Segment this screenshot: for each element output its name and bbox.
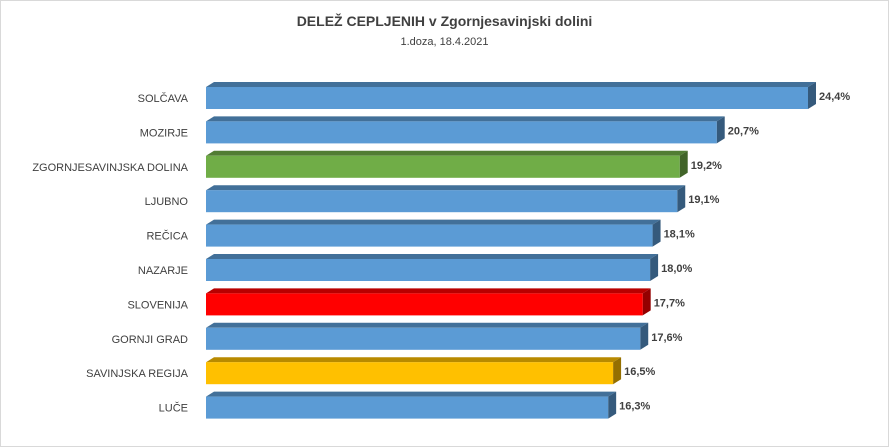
chart-title: DELEŽ CEPLJENIH v Zgornjesavinjski dolin… [296, 13, 593, 29]
bar [206, 87, 808, 109]
chart-subtitle: 1.doza, 18.4.2021 [400, 36, 489, 48]
data-label: 19,2% [691, 160, 722, 172]
bar [206, 121, 717, 144]
bar-side-face [716, 116, 725, 144]
bar-side-face [650, 254, 659, 281]
bar [206, 293, 643, 316]
bar-top-face [206, 357, 622, 363]
bar [206, 259, 651, 281]
data-label: 19,1% [688, 194, 719, 206]
bar [206, 362, 614, 385]
category-label: LUČE [159, 402, 188, 415]
bar-top-face [206, 116, 725, 122]
category-label: SOLČAVA [138, 92, 189, 105]
category-label: NAZARJE [138, 265, 188, 277]
category-label: ZGORNJESAVINJSKA DOLINA [32, 162, 188, 174]
data-label: 18,0% [661, 263, 692, 275]
bar [206, 327, 641, 350]
data-label: 18,1% [664, 229, 695, 241]
bar-side-face [679, 150, 688, 178]
data-label: 16,5% [624, 366, 655, 378]
bar [206, 190, 678, 213]
category-label: LJUBNO [145, 196, 189, 208]
bar-top-face [206, 219, 661, 225]
bar [206, 396, 609, 419]
bar [206, 155, 680, 178]
category-label: GORNJI GRAD [112, 334, 188, 346]
bar-top-face [206, 185, 686, 191]
category-label: REČICA [146, 230, 188, 243]
bar-side-face [640, 322, 649, 350]
data-label: 17,7% [654, 297, 685, 309]
data-label: 17,6% [651, 332, 682, 344]
category-label: MOZIRJE [140, 127, 188, 139]
bar-side-face [642, 288, 651, 316]
category-label: SLOVENIJA [127, 299, 188, 311]
data-label: 20,7% [728, 125, 759, 137]
bar-top-face [206, 82, 816, 87]
bar-side-face [613, 357, 622, 385]
bar-side-face [677, 185, 686, 213]
bar-top-face [206, 288, 651, 294]
data-label: 24,4% [819, 91, 850, 103]
bar-top-face [206, 322, 649, 328]
bar-top-face [206, 254, 659, 259]
bar-top-face [206, 150, 688, 156]
bar [206, 224, 653, 247]
bar-side-face [808, 82, 816, 109]
data-label: 16,3% [619, 401, 650, 413]
bar-side-face [608, 391, 617, 419]
category-label: SAVINJSKA REGIJA [86, 368, 189, 380]
bar-side-face [652, 219, 661, 247]
bar-top-face [206, 391, 617, 397]
